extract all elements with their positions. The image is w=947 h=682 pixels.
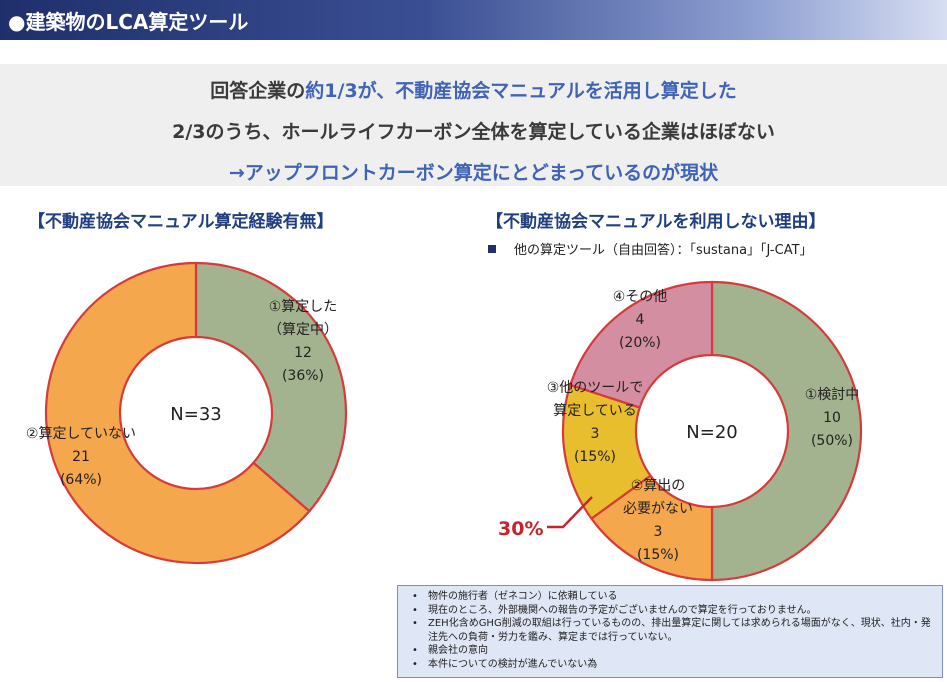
slice-label: ①算定した （算定中） 12 (36%) xyxy=(268,299,338,384)
slice-label-line: ②算出の xyxy=(631,478,686,494)
summary-line-1: 回答企業の約1/3が、不動産協会マニュアルを活用し算定した xyxy=(0,76,947,103)
slice-label-line: ③他のツールで xyxy=(547,380,644,396)
slice-label-line: ①算定した xyxy=(269,299,338,315)
reasons-box: 物件の施行者（ゼネコン）に依頼している現在のところ、外部機関への報告の予定がござ… xyxy=(397,585,943,678)
slice-label-line: (36%) xyxy=(282,368,324,384)
summary-line-2: 2/3のうち、ホールライフカーボン全体を算定している企業はほぼない xyxy=(172,121,775,143)
donut-slice xyxy=(44,261,311,565)
reason-item: 親会社の意向 xyxy=(406,644,934,658)
slice-label-line: 3 xyxy=(654,524,663,540)
chart-2-title: 【不動産協会マニュアルを利用しない理由】 xyxy=(486,212,826,232)
slice-label-line: ②算定していない xyxy=(26,426,136,442)
reason-item: 現在のところ、外部機関への報告の予定がございませんので算定を行っておりません。 xyxy=(406,604,934,618)
annotation-layer: 30% xyxy=(498,496,593,540)
slice-label-line: ①検討中 xyxy=(805,387,860,403)
reason-item: 本件についての検討が進んでいない為 xyxy=(406,658,934,672)
donut-center-label: N=33 xyxy=(170,404,221,425)
donut-chart-manual-experience: N=33 ①算定した （算定中） 12 (36%) ②算定していない 21 (64%) xyxy=(26,261,348,565)
annotation-30-percent: 30% xyxy=(498,518,543,540)
donut-slice xyxy=(569,280,714,409)
slice-label-line: (15%) xyxy=(574,449,616,465)
slice-label-line: 3 xyxy=(591,426,600,442)
square-bullet-icon xyxy=(488,245,496,253)
slice-label-line: (50%) xyxy=(811,433,853,449)
slice-label-line: 4 xyxy=(636,312,645,328)
slice-label: ①検討中 10 (50%) xyxy=(805,387,860,449)
annotation-leader-line xyxy=(547,496,593,529)
donut-center-label: N=20 xyxy=(686,422,737,443)
slice-label-line: （算定中） xyxy=(268,322,338,338)
slice-label-line: ④その他 xyxy=(613,289,668,305)
reasons-list: 物件の施行者（ゼネコン）に依頼している現在のところ、外部機関への報告の予定がござ… xyxy=(406,590,934,672)
donut-slice xyxy=(194,261,348,513)
slice-label: ②算出の必要がない 3 (15%) xyxy=(623,478,693,563)
other-tools-note: 他の算定ツール（自由回答）：「sustana」「J-CAT」 xyxy=(488,239,813,258)
slice-label: ④その他 4 (20%) xyxy=(613,289,668,351)
summary-line-3: →アップフロントカーボン算定にとどまっているのが現状 xyxy=(228,162,719,184)
slice-label-line: 必要がない xyxy=(623,501,693,517)
slice-label: ③他のツールで算定している 3 (15%) xyxy=(547,380,644,465)
slice-label-line: 21 xyxy=(72,449,90,465)
reason-item: 物件の施行者（ゼネコン）に依頼している xyxy=(406,590,934,604)
summary-line-1-pre: 回答企業の xyxy=(210,80,306,102)
slice-label-line: (64%) xyxy=(60,472,102,488)
slice-label-line: (20%) xyxy=(619,335,661,351)
summary-box: 回答企業の約1/3が、不動産協会マニュアルを活用し算定した 2/3のうち、ホール… xyxy=(0,64,947,186)
header-bar: ●建築物のLCA算定ツール xyxy=(0,0,947,40)
slice-label-line: 算定している xyxy=(553,403,637,419)
slice-label-line: (15%) xyxy=(637,547,679,563)
summary-line-1-highlight: 約1/3が、不動産協会マニュアルを活用し算定した xyxy=(305,80,737,102)
page-title: ●建築物のLCA算定ツール xyxy=(8,10,249,34)
slice-label-line: 10 xyxy=(823,410,841,426)
slice-label: ②算定していない 21 (64%) xyxy=(26,426,136,488)
reason-item: ZEH化含めGHG削減の取組は行っているものの、排出量算定に関しては求められる場… xyxy=(406,617,934,644)
donut-slice xyxy=(710,280,863,582)
other-tools-note-text: 他の算定ツール（自由回答）：「sustana」「J-CAT」 xyxy=(514,243,813,258)
chart-1-title: 【不動産協会マニュアル算定経験有無】 xyxy=(28,212,334,232)
slice-label-line: 12 xyxy=(294,345,312,361)
